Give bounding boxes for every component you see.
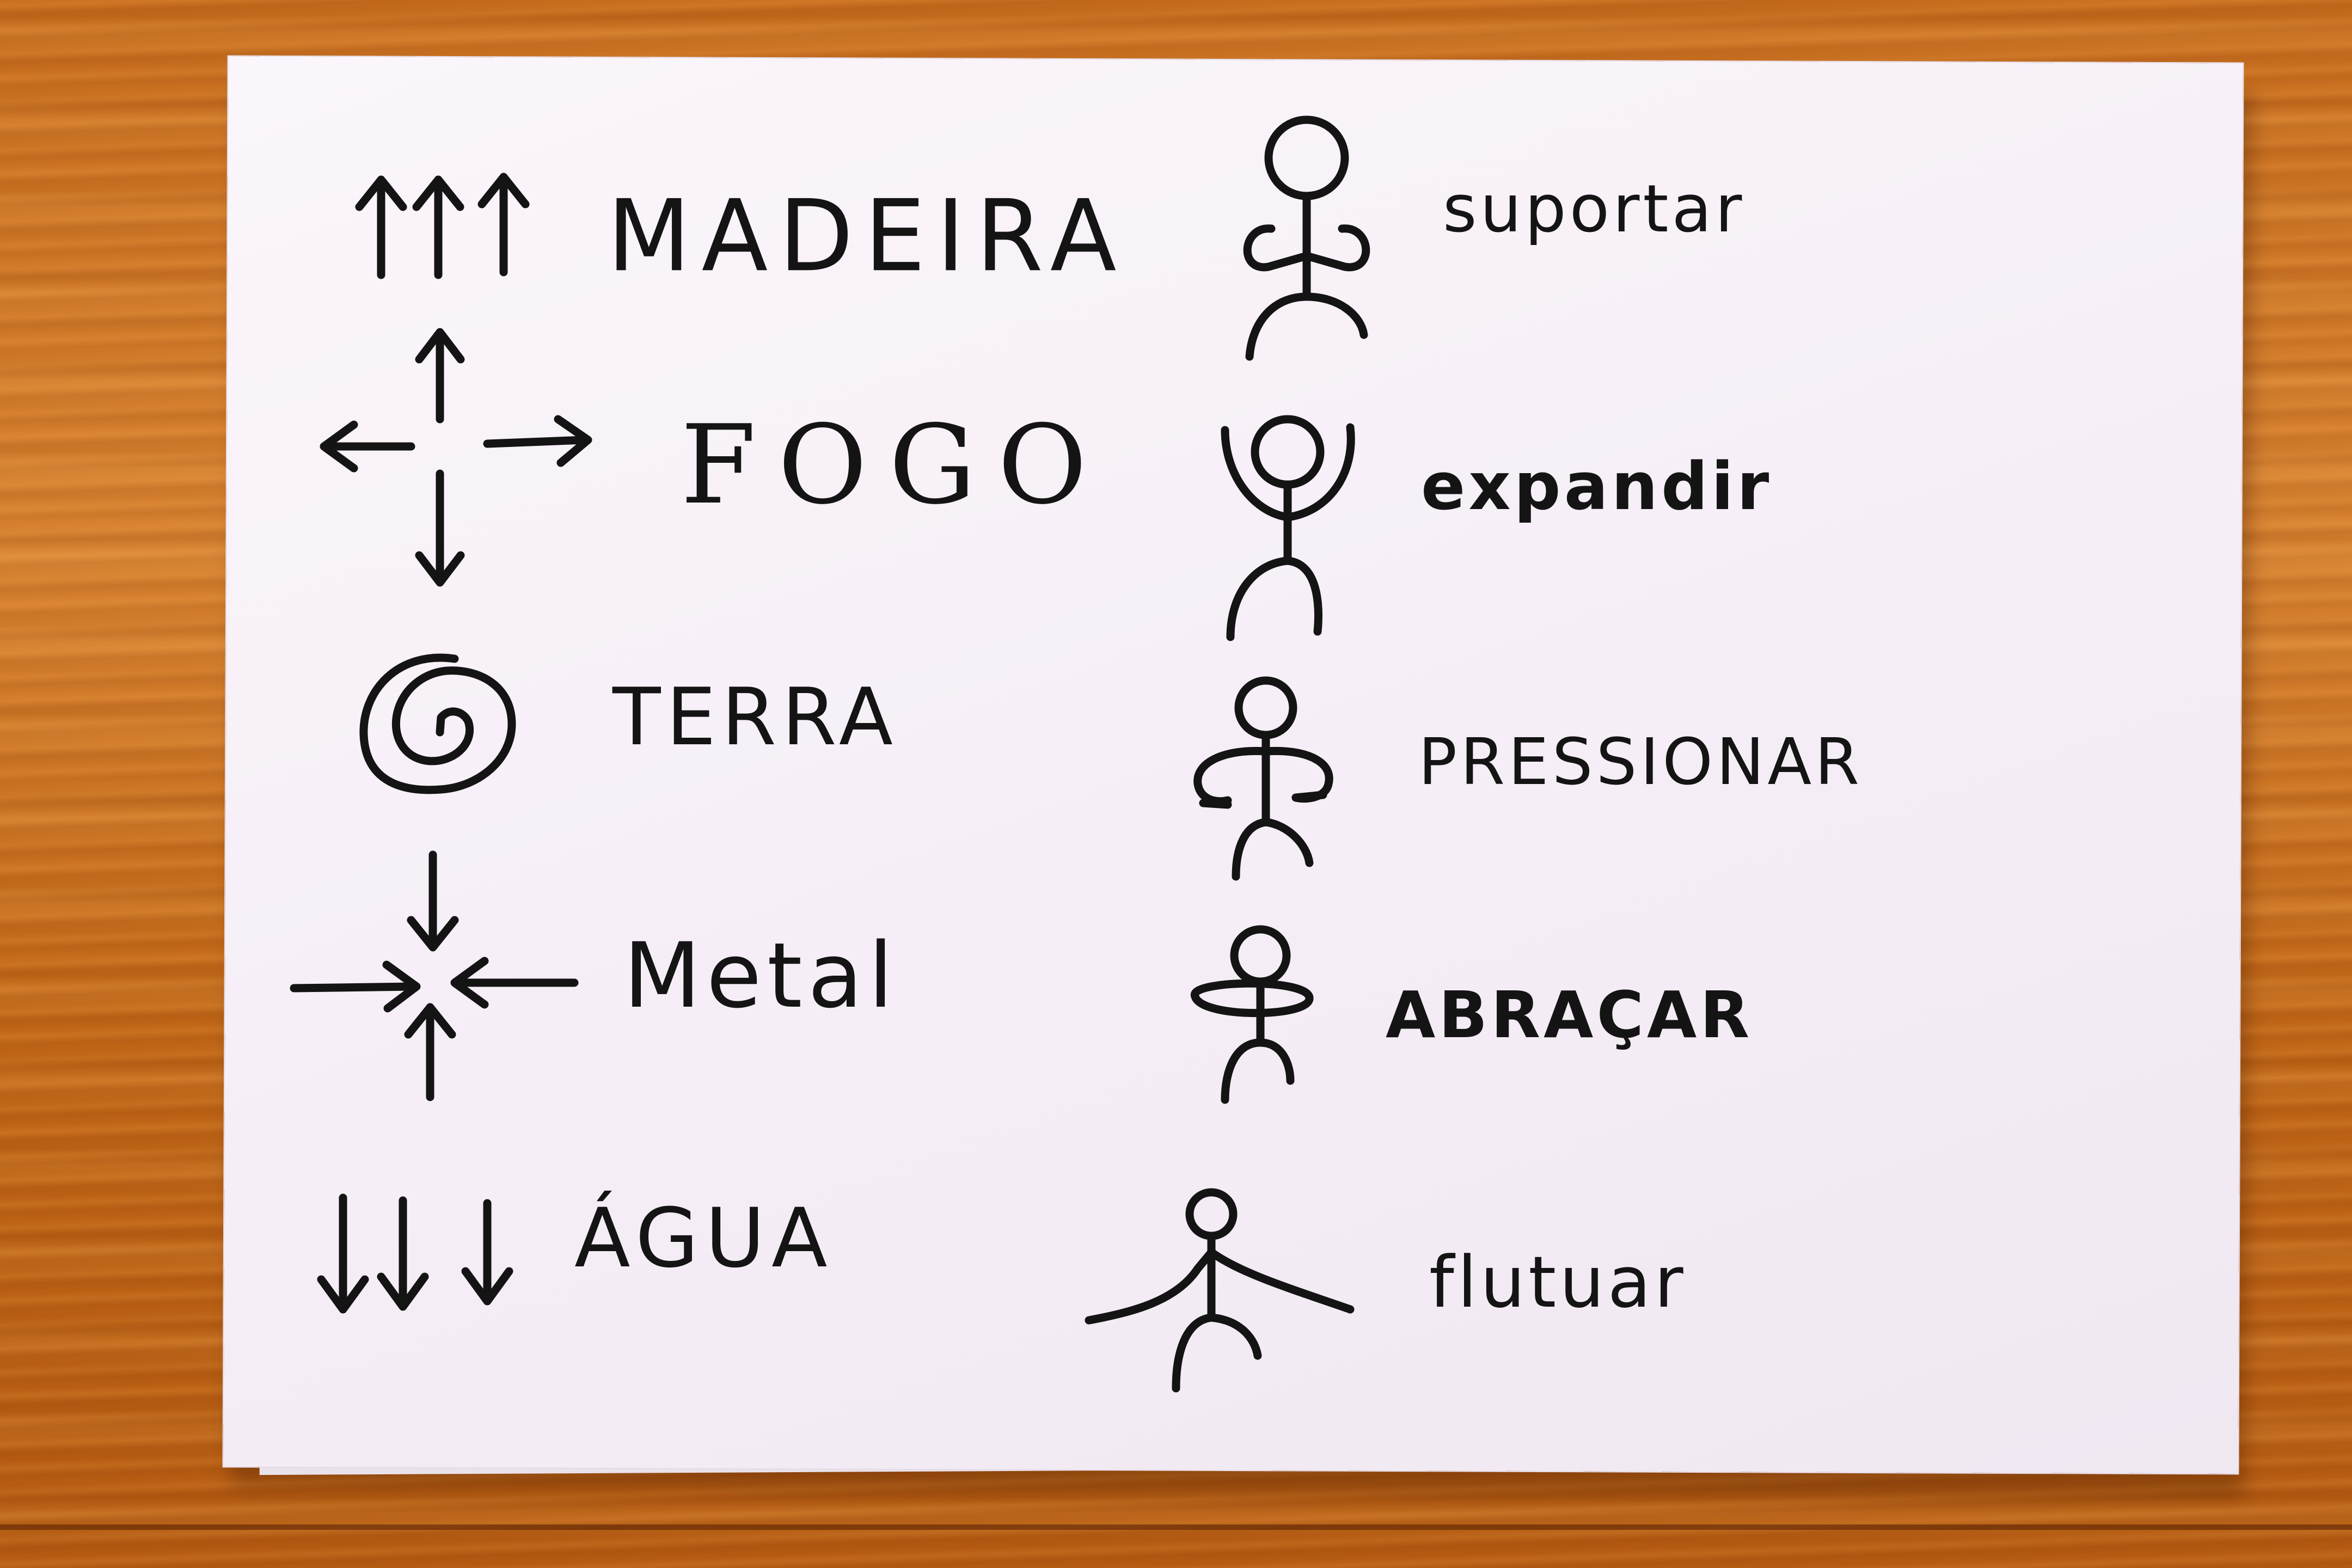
- embrace-stick-figure-icon: [1191, 925, 1314, 1104]
- expand-stick-figure-icon: [1221, 415, 1355, 641]
- label-metal: Metal: [623, 923, 899, 1028]
- label-expandir: expandir: [1421, 449, 1773, 525]
- earth-spiral-icon: [359, 653, 516, 794]
- table-seam: [0, 1524, 2352, 1530]
- label-suportar: suportar: [1443, 171, 1745, 247]
- fire-outward-arrows-icon: [320, 328, 592, 587]
- support-stick-figure-icon: [1243, 115, 1370, 361]
- float-stick-figure-icon: [1085, 1188, 1355, 1393]
- label-madeira: MADEIRA: [607, 178, 1128, 294]
- water-down-arrows-icon: [317, 1193, 513, 1314]
- metal-inward-arrows-icon: [290, 850, 579, 1101]
- label-terra: TERRA: [612, 671, 899, 763]
- label-abracar: ABRAÇAR: [1386, 977, 1753, 1052]
- wood-up-arrows-icon: [355, 173, 530, 279]
- label-flutuar: flutuar: [1429, 1241, 1687, 1324]
- label-agua: ÁGUA: [574, 1191, 834, 1286]
- label-fogo: FOGO: [681, 402, 1109, 529]
- press-stick-figure-icon: [1193, 676, 1333, 881]
- label-pressionar: PRESSIONAR: [1418, 724, 1863, 799]
